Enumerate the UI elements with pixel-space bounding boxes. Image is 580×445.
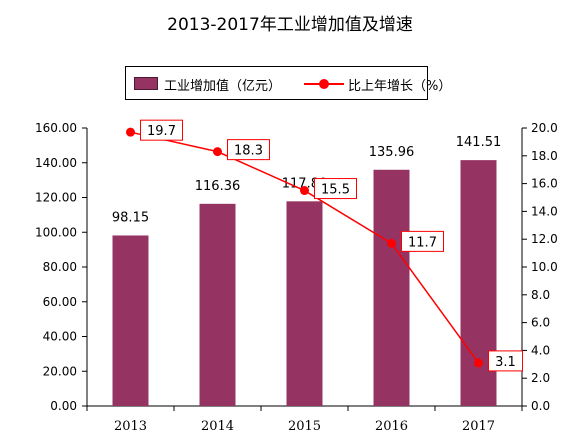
growth-point: [474, 358, 483, 368]
x-tick-label: 2013: [114, 419, 147, 434]
y-right-tick-label: 4.0: [531, 343, 550, 357]
y-right-tick-label: 10.0: [531, 260, 558, 274]
x-tick-label: 2014: [201, 419, 234, 434]
y-left-tick-label: 40.00: [43, 330, 77, 344]
growth-label-box: [314, 178, 357, 200]
bar-value-label: 116.36: [195, 179, 241, 194]
growth-point: [387, 238, 396, 248]
growth-label-box: [488, 350, 523, 372]
growth-point: [213, 147, 222, 157]
y-left-tick-label: 80.00: [43, 260, 77, 274]
y-left-tick-label: 140.00: [35, 156, 77, 170]
bar-value-label: 98.15: [112, 210, 149, 225]
legend-label-industry-value: 工业增加值（亿元）: [164, 79, 282, 94]
y-right-tick-label: 0.0: [531, 399, 550, 413]
y-right-tick-label: 2.0: [531, 371, 550, 385]
bar-value-label: 141.51: [456, 135, 502, 150]
legend-bar-swatch: [134, 77, 158, 90]
chart-title: 2013-2017年工业增加值及增速: [167, 15, 413, 35]
bar: [373, 169, 410, 406]
growth-value-label: 19.7: [147, 124, 176, 139]
y-left-tick-label: 120.00: [35, 191, 77, 205]
y-left-tick-label: 100.00: [35, 225, 77, 239]
x-tick-label: 2016: [375, 419, 408, 434]
legend: 工业增加值（亿元） 比上年增长（%）: [125, 66, 451, 100]
y-left-tick-label: 60.00: [43, 295, 77, 309]
y-right-tick-label: 20.0: [531, 121, 558, 135]
growth-value-label: 3.1: [495, 355, 516, 370]
y-right-tick-label: 14.0: [531, 204, 558, 218]
y-right-tick-label: 6.0: [531, 316, 550, 330]
growth-point: [300, 186, 309, 196]
growth-value-label: 18.3: [234, 144, 263, 159]
x-tick-label: 2017: [462, 419, 495, 434]
growth-value-label: 15.5: [321, 183, 350, 198]
growth-point: [126, 127, 135, 137]
growth-label-box: [227, 139, 270, 161]
y-left-tick-label: 160.00: [35, 121, 77, 135]
growth-label-box: [401, 230, 444, 252]
bar: [286, 201, 323, 406]
legend-line-marker: [319, 79, 329, 89]
y-right-tick-label: 8.0: [531, 288, 550, 302]
y-right-tick-label: 16.0: [531, 177, 558, 191]
y-left-tick-label: 0.00: [50, 399, 77, 413]
growth-value-label: 11.7: [408, 235, 437, 250]
bar: [199, 203, 236, 406]
y-left-tick-label: 20.00: [43, 364, 77, 378]
bar-value-label: 135.96: [369, 145, 415, 160]
bar: [112, 235, 149, 406]
legend-label-growth: 比上年增长（%）: [348, 79, 452, 94]
growth-label-box: [140, 119, 183, 141]
y-right-tick-label: 12.0: [531, 232, 558, 246]
y-right-tick-label: 18.0: [531, 149, 558, 163]
x-tick-label: 2015: [288, 419, 321, 434]
